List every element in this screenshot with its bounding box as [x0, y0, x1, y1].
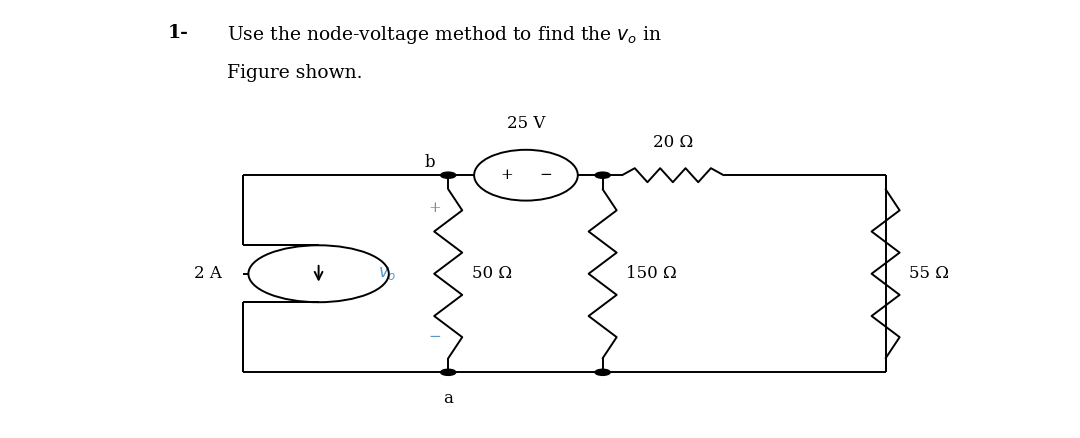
- Text: Use the node-voltage method to find the $v_o$ in: Use the node-voltage method to find the …: [227, 24, 662, 46]
- Circle shape: [595, 369, 610, 375]
- Text: a: a: [443, 390, 454, 407]
- Circle shape: [441, 369, 456, 375]
- Text: 20 Ω: 20 Ω: [652, 134, 693, 151]
- Text: 50 Ω: 50 Ω: [472, 265, 512, 282]
- Text: −: −: [539, 168, 552, 182]
- Text: b: b: [424, 154, 435, 171]
- Circle shape: [595, 172, 610, 178]
- Text: $v_o$: $v_o$: [378, 265, 396, 282]
- Circle shape: [441, 172, 456, 178]
- Text: −: −: [429, 330, 442, 344]
- Text: 25 V: 25 V: [507, 115, 545, 132]
- Text: 150 Ω: 150 Ω: [626, 265, 677, 282]
- Text: 1-: 1-: [167, 24, 188, 42]
- Text: +: +: [500, 168, 513, 182]
- Text: 55 Ω: 55 Ω: [909, 265, 949, 282]
- Text: 2 A: 2 A: [193, 265, 221, 282]
- Text: Figure shown.: Figure shown.: [227, 64, 362, 81]
- Text: +: +: [429, 201, 442, 215]
